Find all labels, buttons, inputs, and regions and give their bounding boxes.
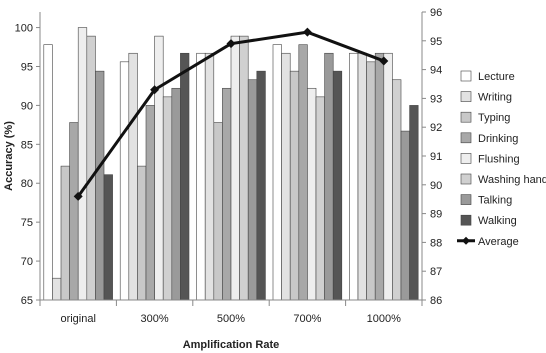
bar-writing-4: [357, 52, 367, 301]
x-axis-title: Amplification Rate: [183, 339, 280, 351]
y2-tick-label: 88: [430, 237, 442, 249]
bar-talking-4: [400, 130, 410, 301]
y-axis-title: Accuracy (%): [3, 121, 15, 191]
x-tick-label: original: [60, 313, 95, 325]
y2-tick-label: 91: [430, 151, 442, 163]
bar-typing-2: [213, 122, 223, 301]
bar-walking-2: [256, 70, 266, 301]
legend: Lecture Writing Typing Drinking Flushing Wash…: [457, 70, 546, 248]
bar-drinking-2: [222, 87, 232, 301]
y-tick-label: 100: [15, 23, 33, 35]
legend-swatch-walking: [460, 214, 472, 226]
y2-tick-label: 95: [430, 36, 442, 48]
bar-lecture-3: [272, 44, 282, 301]
bar-drinking-4: [374, 52, 385, 301]
bar-washing-hands-1: [162, 96, 173, 301]
bar-lecture-2: [196, 52, 206, 301]
legend-swatch-typing: [460, 111, 472, 123]
legend-swatch-washing-hands: [460, 173, 472, 185]
y2-tick-label: 94: [430, 65, 442, 77]
legend-label-washing-hands: Washing hands: [478, 174, 546, 186]
average-line-layer: [73, 27, 389, 201]
y-tick-label: 65: [21, 295, 33, 307]
bar-washing-hands-4: [392, 79, 402, 301]
legend-swatch-talking: [460, 194, 472, 205]
bar-flushing-0: [77, 27, 88, 301]
bar-lecture-4: [349, 52, 359, 301]
bar-flushing-1: [154, 35, 164, 301]
y-tick-label: 80: [21, 178, 33, 190]
average-point-0: [73, 191, 83, 201]
legend-label-typing: Typing: [478, 112, 510, 124]
legend-label-flushing: Flushing: [478, 153, 520, 165]
average-point-1: [150, 85, 160, 95]
bar-flushing-3: [307, 87, 317, 301]
y-tick-label: 90: [21, 100, 33, 112]
legend-swatch-writing: [460, 91, 472, 102]
bar-walking-3: [332, 70, 343, 301]
bar-flushing-4: [383, 52, 393, 301]
bar-flushing-2: [230, 35, 240, 301]
bars-layer: [43, 27, 419, 301]
legend-swatch-lecture: [460, 70, 472, 82]
legend-label-talking: Talking: [478, 195, 512, 207]
legend-label-drinking: Drinking: [478, 133, 518, 145]
legend-label-average: Average: [478, 236, 519, 248]
average-point-4: [379, 56, 389, 66]
bar-writing-0: [52, 277, 62, 301]
x-tick-label: 700%: [293, 313, 321, 325]
bar-walking-4: [409, 105, 419, 301]
y2-tick-label: 87: [430, 266, 442, 278]
y2-tick-label: 89: [430, 209, 442, 221]
legend-label-walking: Walking: [478, 215, 517, 227]
bar-drinking-1: [145, 105, 155, 301]
bar-talking-0: [95, 70, 105, 301]
bar-typing-0: [60, 165, 70, 301]
bar-talking-2: [247, 79, 258, 301]
y2-tick-label: 86: [430, 295, 442, 307]
x-tick-label: 1000%: [367, 313, 401, 325]
legend-marker-average: [462, 236, 470, 245]
average-point-3: [302, 27, 312, 37]
legend-swatch-flushing: [460, 153, 472, 164]
legend-swatch-drinking: [460, 132, 472, 144]
y2-tick-label: 90: [430, 180, 442, 192]
y-tick-label: 75: [21, 217, 33, 229]
y2-tick-label: 93: [430, 93, 442, 105]
legend-label-writing: Writing: [478, 92, 512, 104]
bar-writing-3: [281, 52, 291, 301]
bar-lecture-0: [43, 44, 53, 301]
bar-walking-1: [180, 52, 190, 301]
bar-washing-hands-3: [315, 96, 325, 301]
bar-typing-3: [289, 70, 300, 301]
average-point-2: [226, 39, 236, 49]
bar-drinking-3: [298, 44, 308, 301]
legend-label-lecture: Lecture: [478, 71, 515, 83]
y2-tick-label: 92: [430, 122, 442, 134]
bar-washing-hands-2: [239, 35, 249, 301]
x-tick-label: 500%: [217, 313, 245, 325]
y-tick-label: 95: [21, 61, 33, 73]
bar-talking-3: [324, 52, 334, 301]
y2-tick-label: 96: [430, 7, 442, 19]
bar-typing-1: [137, 165, 147, 301]
y-tick-label: 70: [21, 256, 33, 268]
x-tick-label: 300%: [141, 313, 169, 325]
bar-talking-1: [171, 87, 181, 301]
bar-typing-4: [366, 61, 376, 301]
bar-writing-2: [204, 52, 215, 301]
bar-drinking-0: [69, 122, 79, 301]
axes-layer: 65 70 75 80 85 90 95 100 86 87 88 89 90 91 92 93 94 95 96 o…: [15, 7, 443, 325]
y-tick-label: 85: [21, 139, 33, 151]
bar-washing-hands-0: [86, 35, 96, 301]
bar-writing-1: [128, 52, 138, 301]
bar-lecture-1: [119, 61, 130, 301]
bar-walking-0: [103, 174, 113, 301]
